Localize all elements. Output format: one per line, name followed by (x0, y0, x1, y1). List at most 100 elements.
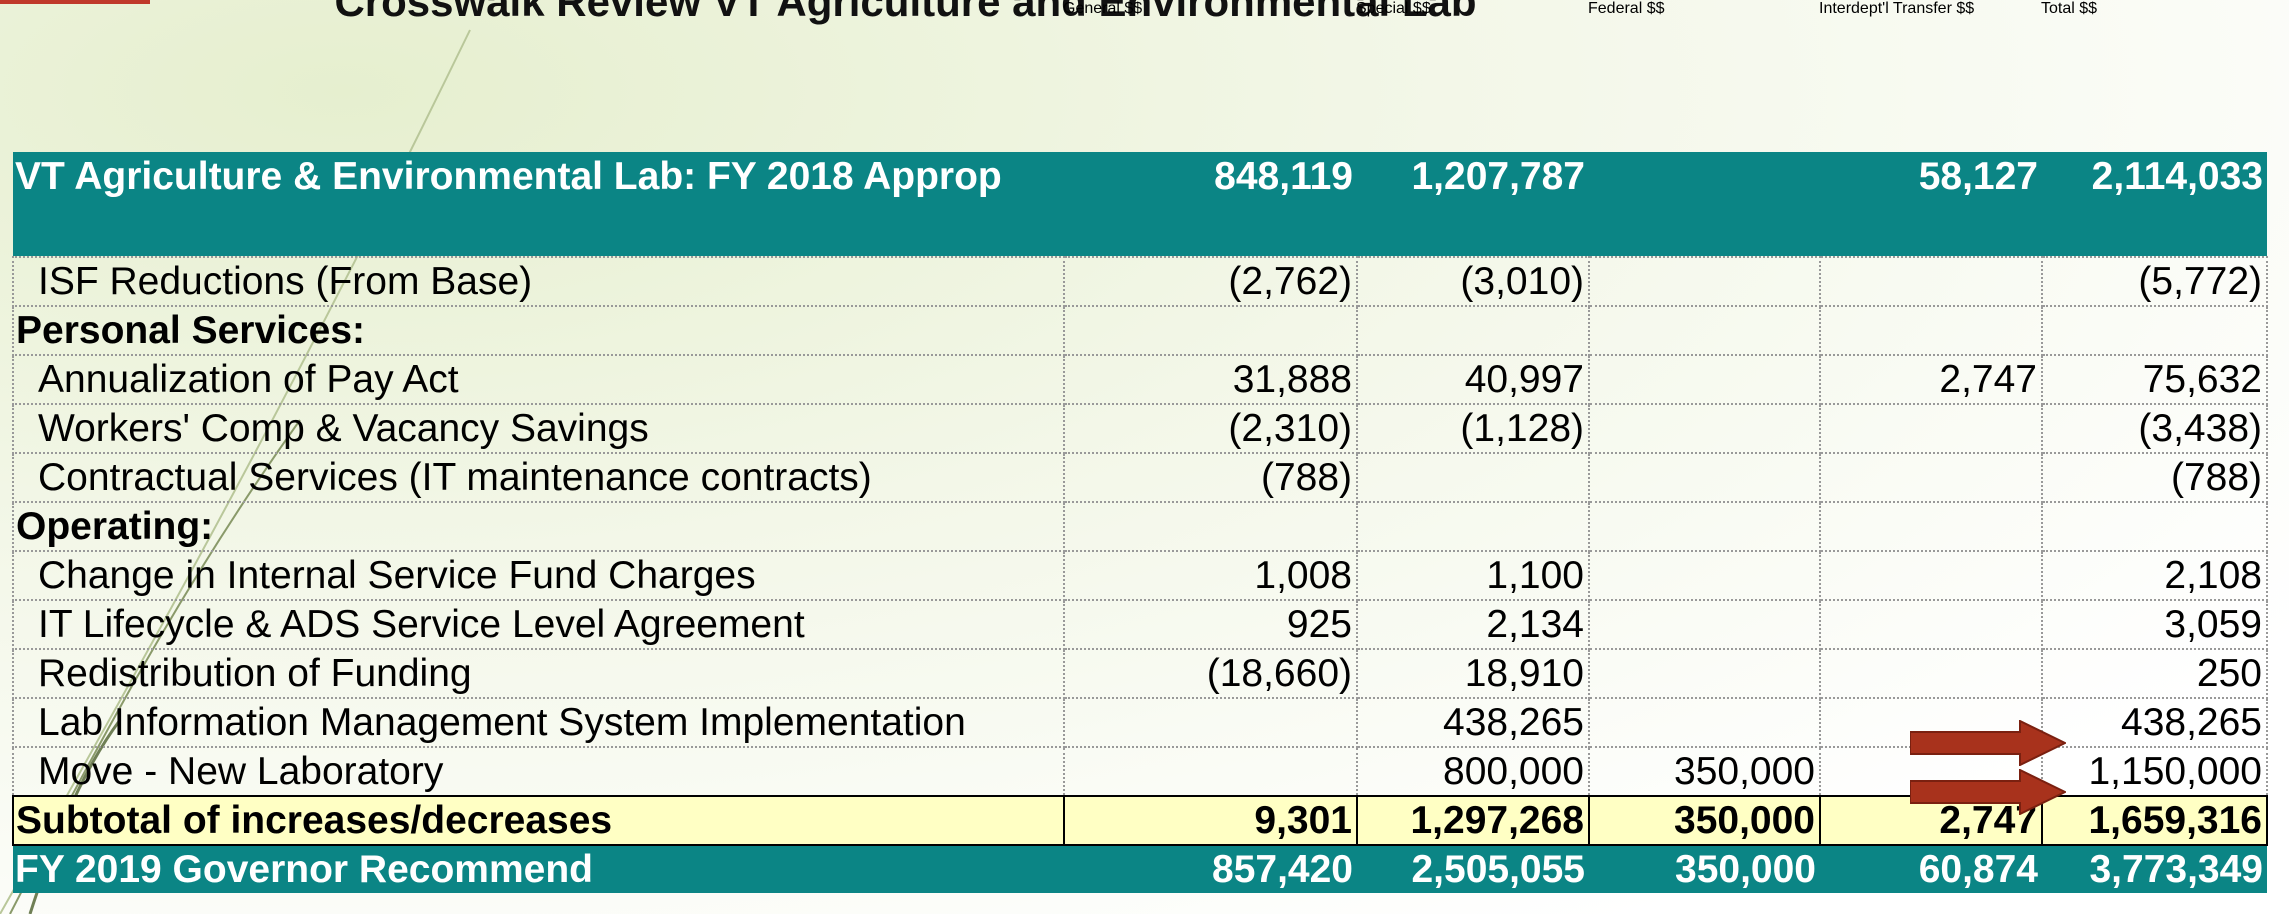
cell (1819, 599, 2043, 650)
cell (1063, 697, 1358, 748)
row-label: Redistribution of Funding (12, 648, 1065, 699)
cell (1589, 152, 1820, 257)
cell (1819, 550, 2043, 601)
column-header: Interdept'l Transfer $$ (1819, 0, 2041, 152)
cell (1588, 648, 1821, 699)
column-header-text: Total $$ (2041, 0, 2098, 17)
table-row: Subtotal of increases/decreases 9,301 1,29… (12, 795, 2268, 846)
cell: 1,150,000 (2041, 746, 2268, 797)
cell: 1,008 (1063, 550, 1358, 601)
cell: (3,438) (2041, 403, 2268, 454)
cell (1588, 305, 1821, 356)
column-header: General $$ (1063, 0, 1356, 152)
cell (1588, 452, 1821, 503)
cell (2041, 501, 2268, 552)
table-row: Workers' Comp & Vacancy Savings (2,310) (1… (12, 403, 2268, 454)
column-header-text: General $$ (1063, 0, 1143, 17)
column-headers: General $$ Special $$ Federal $$ Interdept'… (1063, 0, 2266, 152)
cell: (2,310) (1063, 403, 1358, 454)
cell: 250 (2041, 648, 2268, 699)
cell: (18,660) (1063, 648, 1358, 699)
cell (1588, 697, 1821, 748)
cell (1356, 305, 1590, 356)
cell: 2,747 (1819, 354, 2043, 405)
arrow (1910, 769, 2066, 815)
column-header: Federal $$ (1588, 0, 1819, 152)
cell: (5,772) (2041, 256, 2268, 307)
cell: 3,059 (2041, 599, 2268, 650)
cell (1063, 501, 1358, 552)
cell (1819, 452, 2043, 503)
table-row: VT Agriculture & Environmental Lab: FY 2… (13, 152, 2267, 257)
cell (1356, 501, 1590, 552)
cell: 925 (1063, 599, 1358, 650)
cell: 9,301 (1063, 795, 1358, 846)
row-label: Personal Services: (12, 305, 1065, 356)
table-row: ISF Reductions (From Base) (2,762) (3,010)… (12, 256, 2268, 307)
cell: 75,632 (2041, 354, 2268, 405)
arrow (1910, 720, 2066, 766)
row-label: Operating: (12, 501, 1065, 552)
cell: 848,119 (1064, 152, 1357, 257)
table-row: Personal Services: (12, 305, 2268, 356)
row-label: ISF Reductions (From Base) (12, 256, 1065, 307)
cell (1356, 452, 1590, 503)
table-row: Annualization of Pay Act 31,888 40,997 2,74… (12, 354, 2268, 405)
column-header-text: Special $$ (1356, 0, 1431, 17)
cell: 1,100 (1356, 550, 1590, 601)
table-row: Move - New Laboratory 800,000 350,000 1,150… (12, 746, 2268, 797)
row-label: FY 2019 Governor Recommend (13, 845, 1064, 893)
column-header-text: Interdept'l Transfer $$ (1819, 0, 1975, 17)
cell: (3,010) (1356, 256, 1590, 307)
cell: (1,128) (1356, 403, 1590, 454)
crosswalk-table: VT Agriculture & Environmental Lab: FY 2… (12, 152, 2268, 893)
cell: 1,297,268 (1356, 795, 1590, 846)
column-header: Total $$ (2041, 0, 2266, 152)
cell (1588, 403, 1821, 454)
table-row: Lab Information Management System Implem… (12, 697, 2268, 748)
cell: 58,127 (1820, 152, 2042, 257)
cell: 18,910 (1356, 648, 1590, 699)
cell: 1,659,316 (2041, 795, 2268, 846)
column-header: Special $$ (1356, 0, 1588, 152)
cell: 2,505,055 (1357, 845, 1589, 893)
table-row: Change in Internal Service Fund Charges 1… (12, 550, 2268, 601)
row-label: Annualization of Pay Act (12, 354, 1065, 405)
cell: 40,997 (1356, 354, 1590, 405)
cell (1819, 648, 2043, 699)
cell: 2,108 (2041, 550, 2268, 601)
cell (1063, 305, 1358, 356)
cell (1588, 256, 1821, 307)
cell: 2,134 (1356, 599, 1590, 650)
cell: 438,265 (1356, 697, 1590, 748)
table-row: FY 2019 Governor Recommend 857,420 2,505,0… (13, 845, 2267, 893)
row-label: Lab Information Management System Implem… (12, 697, 1065, 748)
row-label: Workers' Comp & Vacancy Savings (12, 403, 1065, 454)
cell (1588, 354, 1821, 405)
cell (1588, 501, 1821, 552)
cell: 857,420 (1064, 845, 1357, 893)
cell (1819, 305, 2043, 356)
cell: (2,762) (1063, 256, 1358, 307)
row-label: VT Agriculture & Environmental Lab: FY 2… (13, 152, 1064, 257)
cell (2041, 305, 2268, 356)
cell (1819, 501, 2043, 552)
cell (1063, 746, 1358, 797)
cell: 2,114,033 (2042, 152, 2267, 257)
cell: 60,874 (1820, 845, 2042, 893)
row-label: Move - New Laboratory (12, 746, 1065, 797)
cell: 1,207,787 (1357, 152, 1589, 257)
row-label: IT Lifecycle & ADS Service Level Agreeme… (12, 599, 1065, 650)
cell: 438,265 (2041, 697, 2268, 748)
column-header-text: Federal $$ (1588, 0, 1665, 17)
cell (1588, 599, 1821, 650)
cell: (788) (1063, 452, 1358, 503)
cell (1588, 550, 1821, 601)
cell: 350,000 (1589, 845, 1820, 893)
row-label: Subtotal of increases/decreases (12, 795, 1065, 846)
cell (1819, 256, 2043, 307)
row-label: Change in Internal Service Fund Charges (12, 550, 1065, 601)
slide-title: Crosswalk Review VT Agriculture and Envi… (334, 0, 1477, 25)
cell (1819, 403, 2043, 454)
